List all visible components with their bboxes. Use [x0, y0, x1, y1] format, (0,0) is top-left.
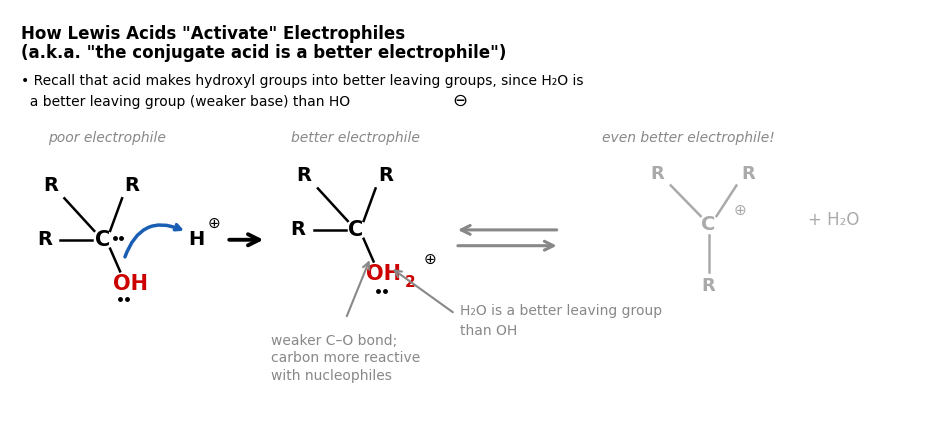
Text: R: R — [43, 176, 58, 195]
Text: (a.k.a. "the conjugate acid is a better electrophile"): (a.k.a. "the conjugate acid is a better … — [21, 44, 506, 62]
Text: C: C — [95, 230, 110, 250]
Text: R: R — [701, 277, 715, 295]
Text: poor electrophile: poor electrophile — [48, 131, 166, 145]
Text: R: R — [290, 220, 306, 239]
Text: ⊕: ⊕ — [424, 252, 436, 267]
Text: a better leaving group (weaker base) than HO: a better leaving group (weaker base) tha… — [21, 95, 350, 109]
Text: R: R — [124, 176, 139, 195]
Text: with nucleophiles: with nucleophiles — [271, 369, 392, 383]
Text: + H₂O: + H₂O — [808, 211, 859, 229]
Text: ⊕: ⊕ — [734, 202, 746, 218]
Text: R: R — [742, 165, 755, 182]
Text: • Recall that acid makes hydroxyl groups into better leaving groups, since H₂O i: • Recall that acid makes hydroxyl groups… — [21, 74, 583, 88]
Text: weaker C–O bond;: weaker C–O bond; — [271, 333, 398, 348]
Text: R: R — [378, 166, 393, 185]
Text: C: C — [701, 215, 715, 234]
Text: OH: OH — [113, 274, 148, 294]
Text: 2: 2 — [405, 275, 415, 290]
Text: R: R — [296, 166, 311, 185]
Text: carbon more reactive: carbon more reactive — [271, 351, 420, 365]
Text: C: C — [348, 220, 363, 240]
Text: H₂O is a better leaving group: H₂O is a better leaving group — [460, 304, 662, 318]
Text: R: R — [650, 165, 664, 182]
Text: ⊕: ⊕ — [207, 215, 220, 230]
Text: OH: OH — [366, 264, 401, 284]
Text: How Lewis Acids "Activate" Electrophiles: How Lewis Acids "Activate" Electrophiles — [21, 24, 405, 43]
Text: better electrophile: better electrophile — [291, 131, 420, 145]
Text: than OH: than OH — [460, 324, 517, 338]
Text: ⊖: ⊖ — [452, 91, 467, 110]
Text: H: H — [189, 230, 205, 249]
Text: R: R — [37, 230, 52, 249]
Text: even better electrophile!: even better electrophile! — [603, 131, 775, 145]
